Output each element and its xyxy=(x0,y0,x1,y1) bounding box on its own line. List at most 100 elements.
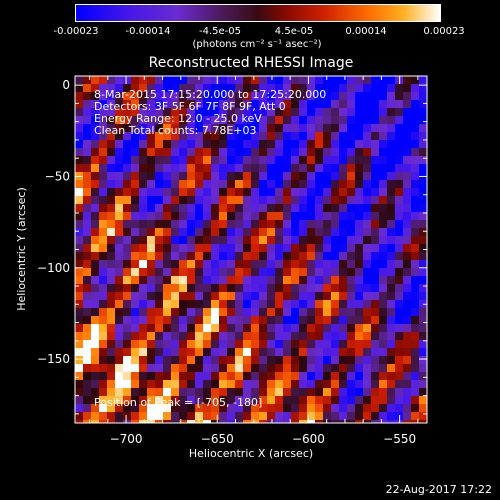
heatmap-cell xyxy=(387,316,395,324)
heatmap-cell xyxy=(355,212,363,220)
heatmap-cell xyxy=(155,92,163,100)
heatmap-cell xyxy=(155,284,163,292)
heatmap-cell xyxy=(91,252,99,260)
heatmap-cell xyxy=(195,148,203,156)
heatmap-cell xyxy=(363,220,371,228)
heatmap-cell xyxy=(211,364,219,372)
heatmap-cell xyxy=(347,372,355,380)
heatmap-cell xyxy=(395,252,403,260)
heatmap-cell xyxy=(283,420,291,423)
heatmap-cell xyxy=(131,116,139,124)
heatmap-cell xyxy=(307,212,315,220)
heatmap-cell xyxy=(171,268,179,276)
heatmap-cell xyxy=(331,252,339,260)
heatmap-cell xyxy=(171,100,179,108)
heatmap-cell xyxy=(339,172,347,180)
heatmap-cell xyxy=(307,252,315,260)
heatmap-cell xyxy=(307,284,315,292)
heatmap-cell xyxy=(371,204,379,212)
heatmap-cell xyxy=(211,340,219,348)
heatmap-cell xyxy=(203,92,211,100)
heatmap-cell xyxy=(395,196,403,204)
heatmap-cell xyxy=(299,124,307,132)
heatmap-cell xyxy=(331,388,339,396)
heatmap-cell xyxy=(259,356,267,364)
heatmap-cell xyxy=(307,260,315,268)
heatmap-cell xyxy=(363,412,371,420)
heatmap-cell xyxy=(75,340,83,348)
heatmap-cell xyxy=(259,164,267,172)
heatmap-cell xyxy=(219,108,227,116)
heatmap-cell xyxy=(131,92,139,100)
heatmap-cell xyxy=(379,348,387,356)
heatmap-cell xyxy=(259,300,267,308)
heatmap-cell xyxy=(75,380,83,388)
heatmap-cell xyxy=(107,308,115,316)
heatmap-cell xyxy=(307,132,315,140)
heatmap-cell xyxy=(219,212,227,220)
heatmap-cell xyxy=(219,260,227,268)
heatmap-cell xyxy=(363,76,371,84)
heatmap-cell xyxy=(299,420,307,423)
heatmap-cell xyxy=(371,180,379,188)
heatmap-cell xyxy=(363,196,371,204)
heatmap-cell xyxy=(371,252,379,260)
heatmap-cell xyxy=(147,300,155,308)
heatmap-cell xyxy=(347,420,355,423)
heatmap-cell xyxy=(75,252,83,260)
heatmap-cell xyxy=(371,84,379,92)
heatmap-cell xyxy=(299,204,307,212)
heatmap-cell xyxy=(315,172,323,180)
heatmap-cell xyxy=(171,172,179,180)
heatmap-cell xyxy=(227,84,235,92)
heatmap-cell xyxy=(91,284,99,292)
heatmap-cell xyxy=(267,84,275,92)
heatmap-cell xyxy=(283,172,291,180)
heatmap-cell xyxy=(339,356,347,364)
heatmap-cell xyxy=(315,196,323,204)
heatmap-cell xyxy=(403,132,411,140)
heatmap-cell xyxy=(259,340,267,348)
heatmap-cell xyxy=(347,380,355,388)
heatmap-cell xyxy=(211,252,219,260)
heatmap-cell xyxy=(331,180,339,188)
heatmap-cell xyxy=(107,380,115,388)
heatmap-cell xyxy=(323,228,331,236)
heatmap-cell xyxy=(203,268,211,276)
heatmap-cell xyxy=(83,116,91,124)
heatmap-cell xyxy=(75,364,83,372)
heatmap-cell xyxy=(371,212,379,220)
heatmap-cell xyxy=(107,156,115,164)
heatmap-cell xyxy=(123,188,131,196)
heatmap-cell xyxy=(187,332,195,340)
heatmap-cell xyxy=(315,116,323,124)
heatmap-cell xyxy=(315,364,323,372)
heatmap-cell xyxy=(275,236,283,244)
heatmap-cell xyxy=(371,132,379,140)
heatmap-cell xyxy=(387,276,395,284)
heatmap-cell xyxy=(243,292,251,300)
heatmap-cell xyxy=(299,372,307,380)
heatmap-cell xyxy=(235,84,243,92)
heatmap-cell xyxy=(379,100,387,108)
heatmap-cell xyxy=(323,252,331,260)
heatmap-cell xyxy=(283,148,291,156)
heatmap-cell xyxy=(275,244,283,252)
heatmap-cell xyxy=(379,212,387,220)
heatmap-cell xyxy=(251,324,259,332)
heatmap-cell xyxy=(323,412,331,420)
heatmap-cell xyxy=(379,228,387,236)
heatmap-cell xyxy=(83,356,91,364)
heatmap-cell xyxy=(147,100,155,108)
heatmap-cell xyxy=(267,268,275,276)
heatmap-cell xyxy=(139,196,147,204)
heatmap-cell xyxy=(403,252,411,260)
heatmap-cell xyxy=(115,340,123,348)
heatmap-cell xyxy=(315,308,323,316)
heatmap-cell xyxy=(107,316,115,324)
heatmap-cell xyxy=(219,228,227,236)
heatmap-cell xyxy=(131,244,139,252)
heatmap-cell xyxy=(419,372,427,380)
heatmap-cell xyxy=(219,404,227,412)
heatmap-cell xyxy=(163,180,171,188)
